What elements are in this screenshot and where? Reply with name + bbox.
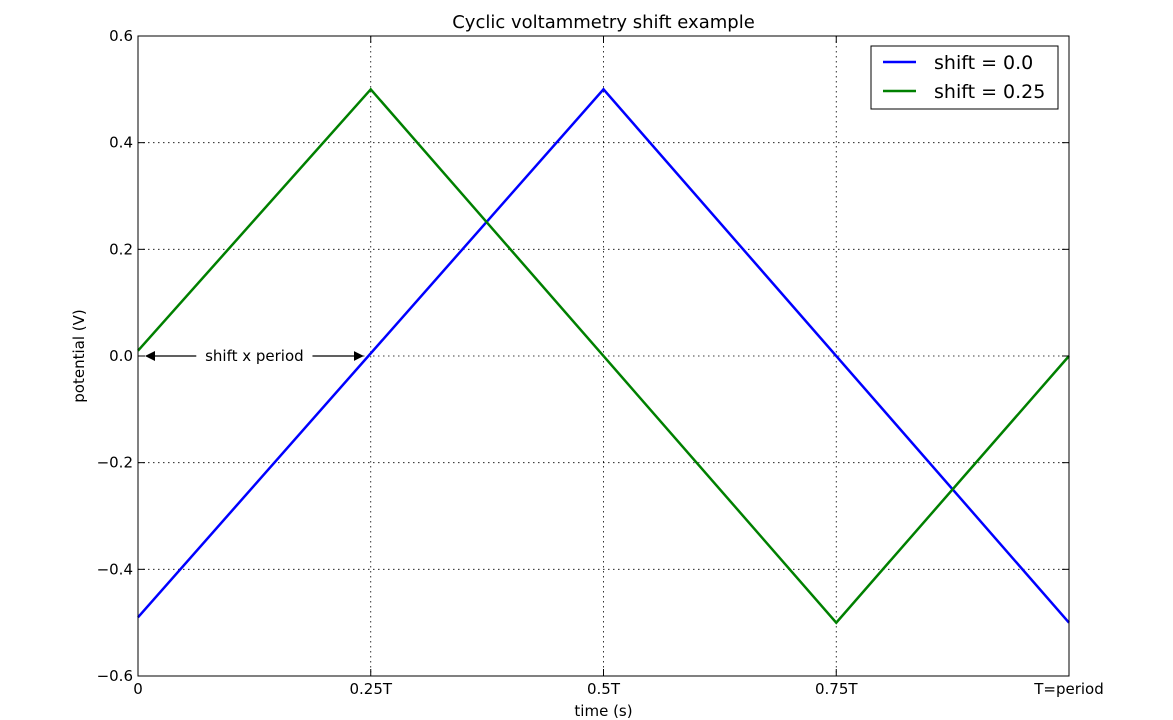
annotation-text: shift x period <box>205 347 304 365</box>
x-tick-label: 0.5T <box>587 680 621 698</box>
y-tick-label: −0.6 <box>97 667 133 685</box>
x-tick-label: T=period <box>1033 680 1104 698</box>
y-tick-label: 0.4 <box>109 134 133 152</box>
shift-annotation: shift x period <box>145 346 364 366</box>
legend: shift = 0.0 shift = 0.25 <box>870 45 1059 110</box>
y-tick-label: −0.2 <box>97 454 133 472</box>
ticks <box>137 35 1070 677</box>
x-tick-label: 0.25T <box>349 680 392 698</box>
tick-labels: 0 0.25T 0.5T 0.75T T=period 0.6 0.4 0.2 0.0 −0.2 −… <box>97 27 1104 698</box>
legend-label-1: shift = 0.25 <box>934 81 1045 103</box>
x-tick-label: 0.75T <box>815 680 858 698</box>
x-tick-label: 0 <box>133 680 143 698</box>
annotation-background <box>196 346 313 366</box>
legend-label-0: shift = 0.0 <box>934 52 1033 74</box>
series-layer <box>137 87 1070 625</box>
series-line-1 <box>137 87 1070 625</box>
y-axis-title: potential (V) <box>70 309 88 402</box>
legend-items: shift = 0.0 shift = 0.25 <box>883 52 1045 103</box>
legend-frame <box>870 45 1059 110</box>
x-axis-title: time (s) <box>574 702 632 720</box>
y-tick-label: 0.6 <box>109 27 133 45</box>
series-line-0 <box>137 87 1070 624</box>
y-tick-label: 0.0 <box>109 347 133 365</box>
chart-title: Cyclic voltammetry shift example <box>452 12 755 33</box>
y-tick-label: −0.4 <box>97 560 133 578</box>
y-tick-label: 0.2 <box>109 240 133 258</box>
